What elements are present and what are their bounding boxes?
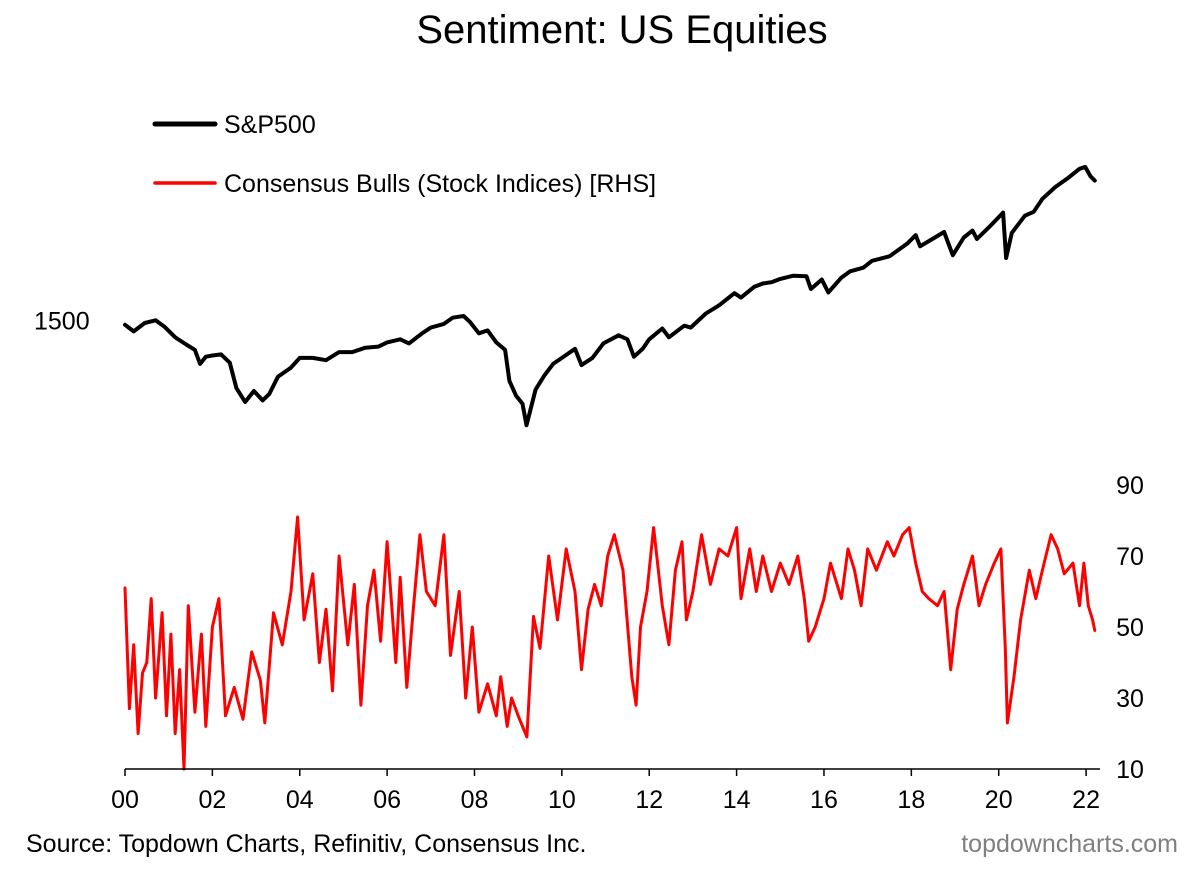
x-tick-label: 02 — [198, 786, 226, 814]
right-tick-label: 50 — [1116, 614, 1144, 642]
left-tick-label: 1500 — [34, 307, 90, 335]
x-tick-label: 22 — [1072, 786, 1100, 814]
right-tick-label: 90 — [1116, 472, 1144, 500]
plot-area — [123, 164, 1097, 771]
x-tick-label: 14 — [723, 786, 751, 814]
x-axis: 00 02 04 06 08 10 12 14 16 18 20 22 — [111, 768, 1100, 814]
legend: S&P500 Consensus Bulls (Stock Indices) [… — [152, 111, 656, 198]
legend-label-sp500: S&P500 — [224, 111, 316, 139]
series-line-sp500 — [123, 164, 1097, 428]
chart-title: Sentiment: US Equities — [416, 8, 828, 52]
source-note: Source: Topdown Charts, Refinitiv, Conse… — [26, 830, 587, 858]
x-tick-label: 12 — [635, 786, 663, 814]
right-tick-label: 10 — [1116, 756, 1144, 784]
x-tick-label: 06 — [373, 786, 401, 814]
x-tick-label: 20 — [985, 786, 1013, 814]
site-credit: topdowncharts.com — [961, 830, 1178, 858]
x-tick-label: 10 — [548, 786, 576, 814]
left-axis: 1500 — [34, 307, 90, 335]
right-axis: 10 30 50 70 90 — [1116, 472, 1144, 784]
right-tick-label: 70 — [1116, 543, 1144, 571]
x-tick-label: 16 — [810, 786, 838, 814]
legend-label-bulls: Consensus Bulls (Stock Indices) [RHS] — [224, 170, 656, 198]
x-tick-label: 04 — [286, 786, 314, 814]
right-tick-label: 30 — [1116, 685, 1144, 713]
x-tick-label: 00 — [111, 786, 139, 814]
x-tick-label: 08 — [461, 786, 489, 814]
series-line-consensus-bulls — [123, 515, 1097, 771]
x-tick-label: 18 — [897, 786, 925, 814]
